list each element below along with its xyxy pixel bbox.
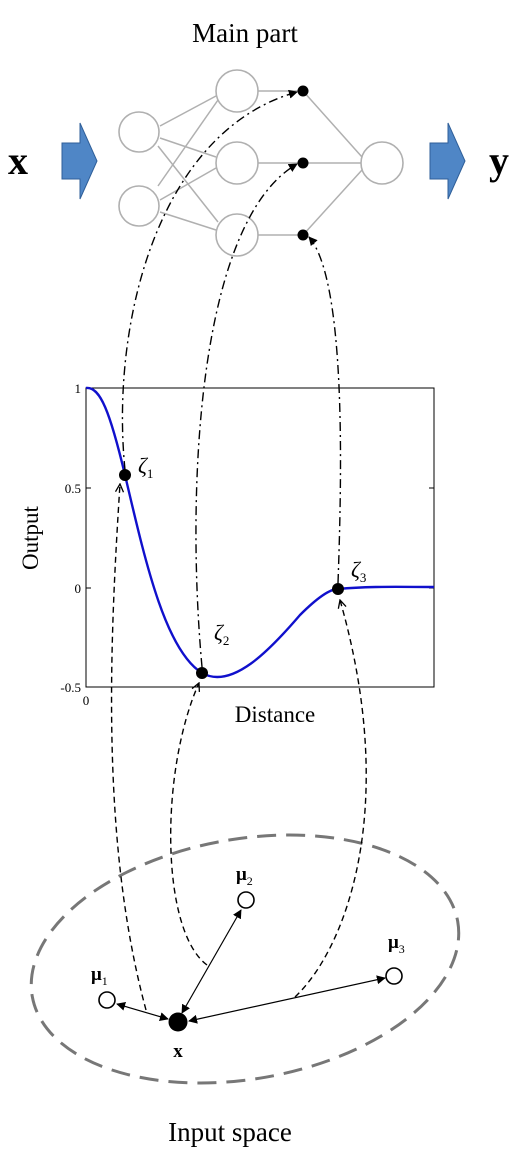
zeta-symbol: ζ bbox=[138, 453, 149, 478]
zeta-subscript: 1 bbox=[147, 466, 154, 481]
output-node bbox=[360, 141, 404, 185]
mu-symbol: μ bbox=[91, 964, 102, 985]
zeta-subscript: 2 bbox=[223, 633, 230, 648]
mu-center-1 bbox=[98, 991, 116, 1009]
zeta-point-3 bbox=[332, 583, 344, 595]
mu-label-1: μ1 bbox=[91, 964, 108, 988]
weight-node-1 bbox=[297, 85, 309, 97]
x-tick-label: 0 bbox=[83, 693, 90, 708]
vector-x-mu3 bbox=[188, 975, 386, 1024]
distance-links bbox=[110, 484, 367, 1011]
zeta-label-1: ζ1 bbox=[138, 453, 153, 481]
mu-symbol: μ bbox=[388, 932, 399, 953]
hidden-node-2 bbox=[215, 141, 259, 185]
zeta-symbol: ζ bbox=[214, 620, 225, 645]
mu-center-3 bbox=[385, 967, 403, 985]
zeta-subscript: 3 bbox=[360, 570, 367, 585]
hidden-node-3 bbox=[215, 213, 259, 257]
input-node-1 bbox=[118, 111, 160, 153]
output-y-label: y bbox=[489, 138, 509, 183]
link-zeta2-weight2 bbox=[195, 163, 298, 668]
mu-subscript: 1 bbox=[102, 974, 108, 988]
link-mu3-zeta3 bbox=[294, 600, 367, 998]
edge-w3-out bbox=[302, 169, 363, 236]
mu-subscript: 3 bbox=[399, 942, 405, 956]
input-arrow-shape bbox=[61, 122, 98, 200]
output-arrow-shape bbox=[429, 122, 466, 200]
input-point-x bbox=[168, 1012, 188, 1032]
hidden-node-1 bbox=[215, 69, 259, 113]
output-curve bbox=[85, 386, 435, 679]
edge-in2-h2 bbox=[159, 167, 217, 201]
link-zeta3-weight3 bbox=[308, 236, 342, 584]
y-tick-label: 1 bbox=[75, 381, 82, 396]
mu-center-2 bbox=[237, 891, 255, 909]
y-tick-labels: 1 0.5 0 -0.5 bbox=[60, 381, 81, 695]
input-space-ellipse bbox=[29, 833, 461, 1085]
link-zeta1-weight1 bbox=[121, 89, 298, 471]
input-x-label: x bbox=[8, 138, 28, 183]
y-tick-label: 0 bbox=[75, 581, 82, 596]
y-axis-label: Output bbox=[18, 505, 43, 570]
plot-frame bbox=[85, 387, 435, 688]
zeta-point-2 bbox=[196, 667, 208, 679]
plot-ticks bbox=[86, 487, 434, 589]
network-nodes bbox=[118, 69, 404, 257]
mu-symbol: μ bbox=[236, 864, 247, 885]
mu-subscript: 2 bbox=[247, 874, 253, 888]
y-tick-label: -0.5 bbox=[60, 680, 81, 695]
edge-w1-out bbox=[302, 90, 363, 158]
edge-in1-h2 bbox=[159, 137, 217, 158]
x-axis-label: Distance bbox=[235, 702, 315, 727]
edge-in1-h1 bbox=[159, 95, 217, 127]
edge-in2-h1 bbox=[157, 99, 219, 187]
vector-x-mu2 bbox=[181, 909, 242, 1014]
input-point-label: x bbox=[173, 1041, 183, 1062]
weight-node-3 bbox=[297, 229, 309, 241]
network-connections bbox=[157, 90, 363, 236]
y-tick-label: 0.5 bbox=[65, 481, 81, 496]
mu-label-2: μ2 bbox=[236, 864, 253, 888]
output-weight-links bbox=[121, 89, 342, 668]
zeta-point-1 bbox=[119, 469, 131, 481]
zeta-label-2: ζ2 bbox=[214, 620, 229, 648]
main-part-title: Main part bbox=[192, 18, 298, 48]
zeta-label-3: ζ3 bbox=[351, 557, 366, 585]
weight-node-2 bbox=[297, 157, 309, 169]
input-node-2 bbox=[118, 185, 160, 227]
mu-label-3: μ3 bbox=[388, 932, 405, 956]
edge-in2-h3 bbox=[159, 211, 217, 231]
zeta-symbol: ζ bbox=[351, 557, 362, 582]
distance-vectors bbox=[116, 909, 386, 1024]
link-mu1-zeta1 bbox=[110, 484, 147, 1011]
link-mu2-zeta2 bbox=[170, 683, 208, 966]
vector-x-mu1 bbox=[116, 1001, 169, 1022]
input-space-title: Input space bbox=[168, 1117, 292, 1147]
